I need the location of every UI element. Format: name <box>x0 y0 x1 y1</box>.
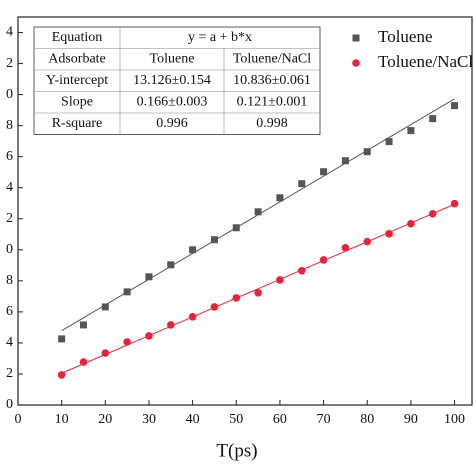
marker <box>167 261 175 269</box>
table-cell: 0.998 <box>256 116 288 131</box>
table-cell: 10.836±0.061 <box>233 73 311 88</box>
marker <box>58 335 66 343</box>
marker <box>79 321 87 329</box>
marker <box>341 243 350 252</box>
x-tick-label: 20 <box>98 412 112 427</box>
table-cell: 13.126±0.154 <box>133 73 211 88</box>
marker <box>210 303 219 311</box>
marker <box>232 224 240 232</box>
y-tick-label: 8 <box>6 273 13 288</box>
x-tick-label: 90 <box>404 412 418 427</box>
marker <box>101 303 109 311</box>
marker <box>407 219 415 228</box>
table-frame <box>33 26 321 135</box>
marker <box>166 321 175 329</box>
marker <box>451 102 459 110</box>
marker <box>319 256 328 264</box>
marker <box>385 230 393 238</box>
x-tick-label: 80 <box>360 412 374 427</box>
legend-label: Toluene/NaCl <box>378 52 473 71</box>
marker <box>341 157 349 165</box>
x-tick-label: 0 <box>15 412 22 427</box>
x-tick-label: 50 <box>229 412 243 427</box>
table-cell: Adsorbate <box>48 51 106 66</box>
marker <box>188 313 197 321</box>
marker <box>254 288 262 297</box>
table-cell: Toluene/NaCl <box>233 51 311 66</box>
x-tick-label: 40 <box>186 412 200 427</box>
x-tick-label: 70 <box>317 412 331 427</box>
table-cell: R-square <box>52 116 103 131</box>
marker <box>363 148 371 156</box>
plot-frame <box>17 16 473 406</box>
marker <box>123 288 131 296</box>
y-tick-label: 4 <box>6 335 13 350</box>
y-tick-label: 4 <box>6 25 13 40</box>
x-tick-label: 100 <box>444 412 465 427</box>
y-tick-label: 6 <box>6 149 13 164</box>
x-tick-label: 10 <box>55 412 69 427</box>
marker <box>189 246 197 254</box>
marker <box>232 294 241 302</box>
marker <box>450 199 459 208</box>
marker <box>57 371 66 379</box>
y-tick-label: 2 <box>6 56 13 71</box>
marker <box>352 34 360 42</box>
y-tick-label: 2 <box>6 366 13 381</box>
x-axis-title: T(ps) <box>216 440 257 461</box>
marker <box>407 127 415 135</box>
legend-label: Toluene <box>378 27 433 46</box>
x-tick-label: 60 <box>273 412 287 427</box>
marker <box>385 138 393 146</box>
marker <box>352 59 360 67</box>
marker <box>428 209 437 218</box>
table-cell: Y-intercept <box>46 73 108 88</box>
marker <box>254 208 262 216</box>
table-cell: 0.121±0.001 <box>237 94 308 109</box>
marker <box>123 338 131 346</box>
x-tick-label: 30 <box>142 412 156 427</box>
table-cell: Toluene <box>150 51 195 66</box>
table-cell: Equation <box>52 30 103 45</box>
marker <box>363 237 372 246</box>
y-tick-label: 0 <box>6 87 13 102</box>
y-tick-label: 6 <box>6 304 13 319</box>
table-cell: Slope <box>61 94 93 109</box>
marker <box>320 168 328 176</box>
marker <box>101 349 110 357</box>
marker <box>145 273 153 281</box>
fit-line <box>61 203 455 374</box>
marker <box>145 332 153 340</box>
table-cell: y = a + b*x <box>188 30 252 45</box>
y-tick-label: 4 <box>6 180 13 195</box>
marker <box>298 180 306 188</box>
marker <box>297 266 306 275</box>
table-cell: 0.996 <box>156 116 188 131</box>
marker <box>79 358 88 366</box>
y-tick-label: 0 <box>6 397 13 412</box>
marker <box>429 115 437 123</box>
y-tick-label: 8 <box>6 118 13 133</box>
y-tick-label: 2 <box>6 211 13 226</box>
marker <box>276 194 284 202</box>
marker <box>276 276 284 284</box>
y-tick-label: 0 <box>6 242 13 257</box>
marker <box>210 236 218 244</box>
table-cell: 0.166±0.003 <box>137 94 208 109</box>
